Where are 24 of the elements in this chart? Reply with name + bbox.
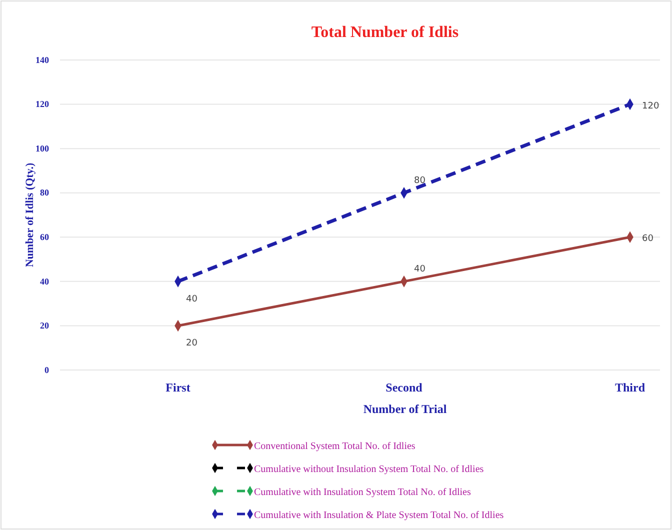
y-tick-label: 0 bbox=[44, 364, 50, 375]
legend-label: Cumulative without Insulation System Total No. of Idlies bbox=[254, 464, 484, 475]
data-label: 20 bbox=[186, 338, 198, 349]
y-tick-label: 140 bbox=[36, 54, 50, 65]
legend-label: Cumulative with Insulation System Total No. of Idlies bbox=[254, 487, 471, 498]
legend-label: Conventional System Total No. of Idlies bbox=[254, 441, 416, 452]
data-label: 60 bbox=[642, 234, 654, 244]
x-tick-label: Third bbox=[614, 380, 646, 395]
y-tick-label: 100 bbox=[36, 143, 50, 154]
y-tick-label: 80 bbox=[40, 188, 50, 198]
y-axis-title: Number of Idlis (Qty.) bbox=[24, 162, 36, 268]
x-tick-label: First bbox=[166, 380, 190, 395]
data-label: 120 bbox=[642, 101, 660, 112]
y-tick-label: 40 bbox=[40, 276, 50, 286]
data-label: 80 bbox=[414, 176, 426, 186]
data-label: 40 bbox=[186, 294, 198, 304]
y-tick-label: 20 bbox=[40, 320, 50, 331]
legend-label: Cumulative with Insulation & Plate System Total No. of Idlies bbox=[254, 510, 504, 521]
y-tick-label: 120 bbox=[36, 99, 50, 110]
y-tick-label: 60 bbox=[40, 232, 50, 242]
x-axis-title: Number of Trial bbox=[363, 402, 448, 416]
data-label: 40 bbox=[414, 264, 426, 274]
x-tick-label: Second bbox=[386, 380, 423, 395]
chart-title: Total Number of Idlis bbox=[311, 24, 459, 41]
